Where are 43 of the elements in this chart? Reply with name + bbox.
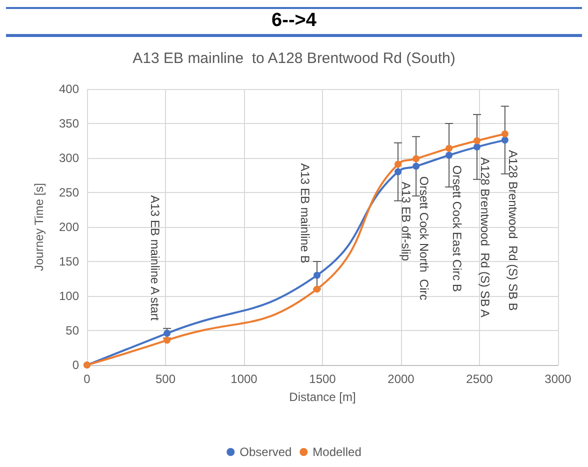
- point: [412, 155, 420, 162]
- x-tick-label: 1500: [309, 372, 336, 386]
- y-tick-label: 0: [72, 358, 80, 372]
- y-tick-label: 150: [58, 254, 80, 268]
- point: [314, 286, 321, 293]
- y-axis-title: Journey Time [s]: [32, 182, 46, 272]
- x-tick-label: 500: [155, 372, 176, 386]
- point: [501, 130, 508, 138]
- point: [473, 137, 480, 144]
- point: [412, 162, 420, 170]
- point: [501, 136, 508, 144]
- x-tick-label: 2500: [466, 372, 494, 386]
- chart-subtitle: A13 EB mainline to A128 Brentwood Rd (South): [132, 50, 456, 67]
- point: [164, 336, 171, 344]
- x-tick-label: 3000: [544, 372, 572, 386]
- point: [446, 144, 453, 152]
- y-tick-label: 400: [58, 82, 80, 96]
- y-tick-label: 200: [58, 220, 80, 234]
- annotation: A13 EB mainline A start: [148, 195, 162, 322]
- point: [314, 272, 321, 279]
- y-tick-label: 350: [58, 116, 80, 130]
- x-tick-label: 1000: [230, 372, 258, 386]
- legend-label: Observed: [240, 445, 292, 459]
- annotation: A13 EB off-slip: [399, 182, 414, 262]
- annotation: A13 EB mainline B: [298, 163, 312, 264]
- point: [473, 143, 480, 150]
- y-tick-label: 100: [58, 289, 80, 303]
- point: [394, 160, 402, 168]
- y-tick-label: 50: [66, 324, 80, 338]
- y-tick-label: 300: [58, 151, 80, 165]
- chart-title: 6-->4: [270, 9, 318, 33]
- x-tick-label: 2000: [388, 372, 415, 386]
- annotation: A128 Brentwood Rd (S) SB B: [506, 150, 520, 311]
- annotation: Orsett Cock East Circ B: [450, 165, 464, 292]
- annotation: A128 Brentwood Rd (S) SB A: [478, 157, 492, 318]
- point: [394, 168, 402, 176]
- y-tick-label: 250: [58, 186, 80, 200]
- point: [446, 152, 453, 159]
- legend-label: Modelled: [312, 445, 362, 459]
- x-axis-title: Distance [m]: [289, 390, 356, 404]
- point: [164, 330, 171, 337]
- annotation: Orsett Cock North Circ: [417, 176, 432, 300]
- x-tick-label: 0: [84, 372, 91, 386]
